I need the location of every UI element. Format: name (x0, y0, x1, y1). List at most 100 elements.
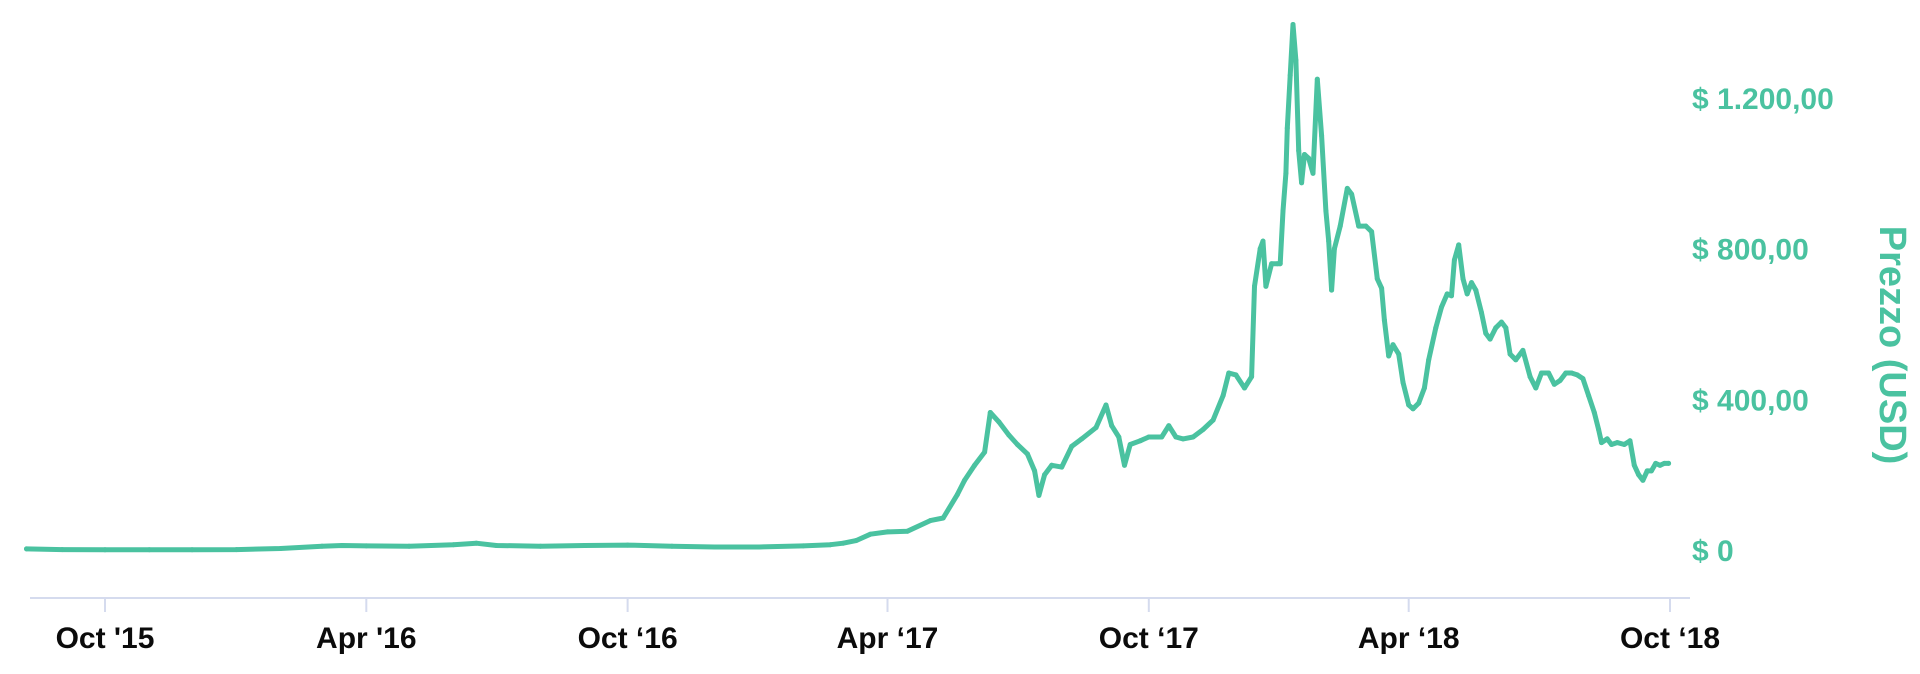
series-point (1661, 460, 1667, 466)
series-point (1433, 325, 1439, 331)
series-point (1648, 468, 1654, 474)
series-point (1574, 372, 1580, 378)
series-point (1439, 304, 1444, 310)
series-point (1653, 460, 1659, 466)
series-point (1049, 462, 1055, 468)
series-point (1421, 385, 1427, 391)
series-point (1499, 319, 1504, 325)
series-point (189, 547, 195, 553)
series-point (1426, 357, 1432, 363)
series-point (1233, 372, 1239, 378)
series-point (24, 546, 29, 552)
series-point (1569, 370, 1574, 376)
y-axis-title: Prezzo (USD) (1871, 226, 1913, 465)
series-point (625, 542, 631, 548)
series-point (1591, 410, 1597, 415)
series-point (1386, 353, 1392, 359)
series-point (1369, 229, 1375, 235)
series-point (1557, 378, 1563, 383)
series-point (1487, 336, 1493, 342)
series-point (712, 544, 718, 550)
series-point (1277, 261, 1283, 267)
series-point (1263, 283, 1269, 289)
series-point (1137, 438, 1143, 444)
series-point (1444, 291, 1450, 297)
series-point (363, 543, 369, 549)
series-point (1252, 283, 1257, 289)
series-point (1014, 442, 1020, 447)
series-point (987, 410, 993, 415)
series-point (1200, 427, 1206, 432)
y-tick-label: $ 1.200,00 (1692, 83, 1834, 116)
series-point (1299, 180, 1305, 186)
x-tick-label: Oct ‘18 (1620, 622, 1720, 655)
series-point (1483, 330, 1489, 336)
series-point (853, 538, 859, 544)
series-point (473, 540, 479, 546)
series-point (1329, 287, 1335, 293)
series-point (1609, 442, 1614, 447)
series-point (1166, 423, 1172, 429)
series-point (1257, 246, 1263, 252)
series-point (1287, 72, 1293, 78)
series-point (1631, 462, 1637, 468)
series-point (1449, 293, 1454, 299)
series-point (538, 543, 543, 549)
series-point (1627, 438, 1633, 444)
series-point (1604, 436, 1610, 442)
series-point (1473, 287, 1479, 293)
series-point (1220, 393, 1226, 399)
series-point (1180, 436, 1186, 442)
x-tick-label: Oct '15 (56, 622, 155, 655)
series-point (1390, 342, 1396, 348)
series-point (1599, 440, 1604, 446)
series-point (1503, 325, 1509, 331)
series-point (1323, 208, 1329, 214)
series-point (1379, 285, 1385, 291)
series-point (1400, 379, 1406, 385)
series-point (756, 544, 762, 550)
series-point (1127, 442, 1133, 447)
series-point (1159, 434, 1165, 440)
series-point (1122, 462, 1127, 468)
series-point (1024, 451, 1030, 457)
series-point (1284, 125, 1290, 131)
series-point (1546, 370, 1552, 376)
series-point (1210, 417, 1216, 423)
series-point (582, 543, 588, 548)
series-point (800, 543, 806, 549)
y-axis-tick-labels: $ 0 $ 400,00 $ 800,00 $ 1.200,00 (1692, 83, 1834, 568)
series-point (1006, 432, 1012, 438)
series-point (1249, 374, 1255, 380)
series-point (1349, 191, 1355, 197)
series-point (1580, 376, 1586, 382)
y-tick-label: $ 800,00 (1692, 234, 1809, 267)
series-point (1296, 148, 1302, 154)
series-point (1614, 440, 1620, 446)
series-point (1416, 400, 1422, 406)
series-point (339, 543, 345, 548)
series-line-price (24, 22, 1672, 553)
series-point (1032, 468, 1038, 474)
series-point (1636, 472, 1642, 478)
series-point (1269, 261, 1275, 267)
series-point (1103, 402, 1109, 408)
series-point (972, 462, 978, 468)
series-point (1344, 185, 1350, 191)
series-point (1507, 351, 1513, 357)
series-point (1456, 242, 1462, 248)
series-point (1116, 434, 1122, 440)
series-point (1109, 423, 1115, 429)
series-point (1410, 406, 1416, 412)
series-point (102, 547, 108, 553)
series-point (1326, 238, 1332, 244)
series-point (940, 515, 946, 521)
series-point (319, 543, 325, 549)
series-point (278, 546, 284, 551)
series-point (1513, 357, 1519, 363)
series-point (1319, 133, 1325, 139)
x-tick-label: Apr ‘18 (1358, 622, 1460, 655)
x-axis-ticks (104, 598, 1671, 612)
series-point (1460, 276, 1466, 282)
